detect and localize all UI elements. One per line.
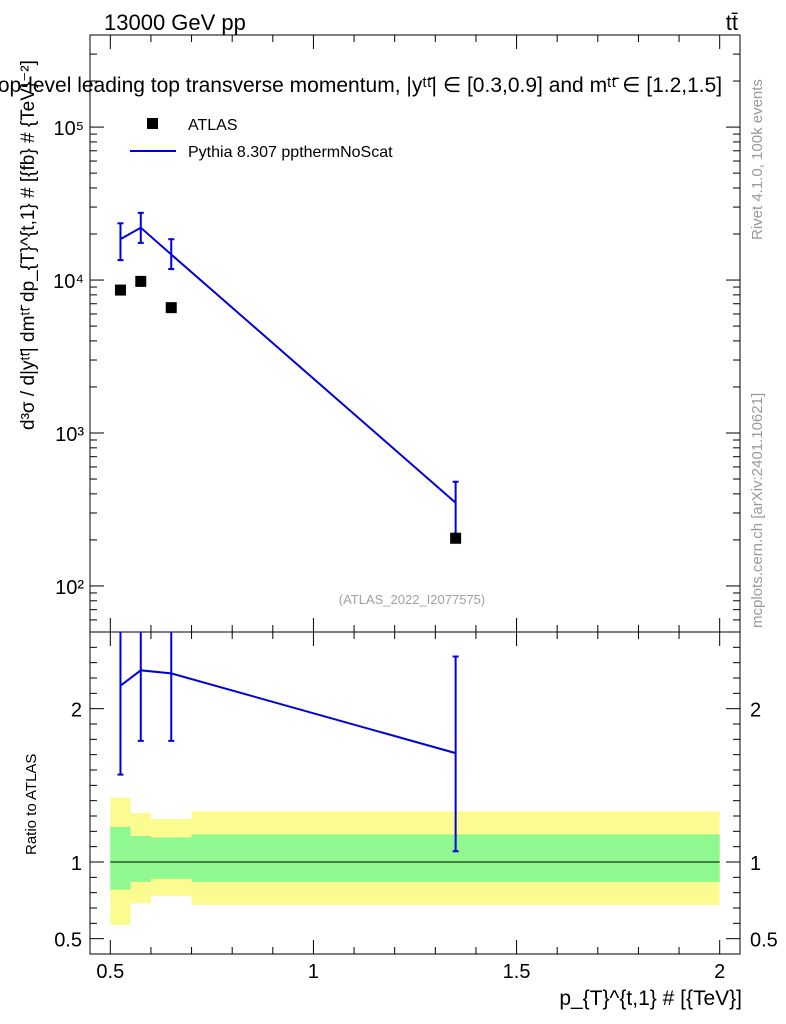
main-y-tick-label: 10⁵ xyxy=(53,118,84,140)
legend-atlas-marker xyxy=(147,118,158,129)
stat-uncertainty-band xyxy=(150,837,192,879)
ratio-y-tick-label: 2 xyxy=(71,700,82,722)
legend-pythia-label: Pythia 8.307 ppthermNoScat xyxy=(188,144,393,161)
atlas-data-point xyxy=(114,284,126,296)
main-y-tick-label: 10³ xyxy=(55,424,84,446)
rivet-version-label: Rivet 4.1.0, 100k events xyxy=(749,79,766,240)
ratio-y-tick-label-right: 2 xyxy=(750,700,761,722)
ratio-plot-frame xyxy=(89,631,741,955)
ratio-uncertainty-bands xyxy=(110,797,720,925)
main-y-tick-label: 10⁴ xyxy=(53,271,84,293)
main-plot-title: top-level leading top transverse momentu… xyxy=(0,74,722,97)
stat-uncertainty-band xyxy=(110,826,131,890)
legend-atlas-label: ATLAS xyxy=(188,117,238,134)
main-plot-panel: 10² 10³ 10⁴ 10⁵ (ATLAS_2022_I2077575) top-l… xyxy=(0,34,741,633)
process-label: tt̄ xyxy=(726,10,738,35)
x-tick-label: 1.5 xyxy=(503,961,531,983)
ratio-data-layer xyxy=(117,632,459,853)
main-data-layer xyxy=(114,211,462,544)
atlas-data-point xyxy=(135,275,147,287)
stat-uncertainty-band xyxy=(130,835,151,882)
ratio-tick-labels: 0.5 0.5 1 1 2 2 0.5 1 1.5 2 xyxy=(54,700,778,983)
x-axis-label: p_{T}^{t,1} # [{TeV}] xyxy=(559,987,742,1010)
x-tick-label: 0.5 xyxy=(96,961,124,983)
analysis-watermark: (ATLAS_2022_I2077575) xyxy=(339,592,485,607)
main-y-axis-label: d³σ / d|yᵗᵗ̄| dmᵗᵗ̄ dp_{T}^{t,1} # [{fb}… xyxy=(18,60,39,430)
pythia-ratio-line xyxy=(119,669,456,755)
ratio-y-tick-label: 0.5 xyxy=(54,930,82,952)
x-tick-label: 1 xyxy=(308,961,319,983)
x-tick-label: 2 xyxy=(714,961,725,983)
ratio-axis-ticks xyxy=(90,632,740,955)
ratio-plot-panel: 0.5 0.5 1 1 2 2 0.5 1 1.5 2 Ratio to ATLAS p_{T}^… xyxy=(23,631,778,1010)
legend: ATLAS Pythia 8.307 ppthermNoScat xyxy=(130,117,393,161)
mcplots-label: mcplots.cern.ch [arXiv:2401.10621] xyxy=(749,393,766,628)
main-y-tick-label: 10² xyxy=(55,577,84,599)
ratio-y-tick-label: 1 xyxy=(71,853,82,875)
atlas-data-point xyxy=(450,532,462,544)
pythia-line xyxy=(119,226,457,504)
ratio-y-axis-label: Ratio to ATLAS xyxy=(23,754,40,855)
energy-label: 13000 GeV pp xyxy=(104,10,246,35)
ratio-y-tick-label-right: 0.5 xyxy=(750,930,778,952)
atlas-data-point xyxy=(165,302,177,314)
ratio-y-tick-label-right: 1 xyxy=(750,853,761,875)
main-axis-ticks xyxy=(90,34,740,633)
main-y-tick-labels: 10² 10³ 10⁴ 10⁵ xyxy=(53,118,84,599)
